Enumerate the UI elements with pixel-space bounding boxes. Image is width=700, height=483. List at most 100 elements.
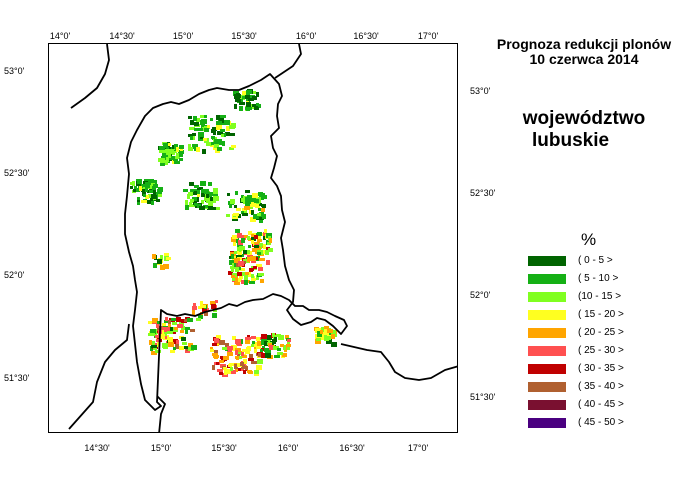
raster-pixel — [242, 213, 248, 216]
raster-pixel — [165, 146, 169, 150]
raster-pixel — [176, 147, 179, 152]
raster-pixel — [267, 242, 271, 245]
map-frame — [48, 43, 458, 433]
raster-pixel — [204, 115, 207, 118]
raster-pixel — [244, 272, 249, 275]
raster-pixel — [318, 335, 324, 340]
raster-pixel — [232, 277, 236, 281]
legend-item: ( 40 - 45 > — [528, 398, 698, 416]
raster-pixel — [257, 359, 263, 364]
raster-pixel — [265, 350, 271, 355]
raster-pixel — [317, 332, 322, 337]
raster-pixel — [214, 139, 219, 144]
raster-pixel — [249, 281, 255, 284]
raster-pixel — [236, 93, 240, 97]
raster-pixel — [238, 214, 241, 218]
raster-pixel — [239, 106, 243, 111]
tick-left-label: 53°0' — [4, 66, 25, 76]
raster-pixel — [152, 254, 156, 259]
raster-pixel — [145, 195, 149, 199]
raster-pixel — [197, 193, 200, 197]
raster-pixel — [211, 136, 215, 139]
raster-pixel — [194, 203, 198, 206]
raster-pixel — [256, 103, 259, 106]
raster-pixel — [210, 349, 214, 352]
raster-pixel — [181, 337, 186, 341]
raster-pixel — [201, 200, 204, 204]
raster-pixel — [214, 354, 218, 359]
legend-label: ( 45 - 50 > — [578, 417, 624, 428]
raster-pixel — [222, 120, 228, 125]
raster-pixel — [198, 128, 203, 131]
raster-pixel — [202, 308, 207, 312]
raster-pixel — [252, 96, 257, 100]
raster-pixel — [170, 350, 175, 353]
raster-pixel — [206, 142, 212, 146]
raster-pixel — [259, 243, 263, 246]
raster-pixel — [264, 229, 267, 233]
raster-pixel — [233, 242, 236, 246]
raster-pixel — [253, 91, 256, 94]
raster-pixel — [235, 191, 238, 195]
raster-pixel — [237, 354, 240, 357]
raster-pixel — [238, 252, 242, 257]
raster-pixel — [204, 197, 207, 201]
raster-pixel — [278, 335, 284, 340]
tick-top-label: 15°30' — [231, 31, 257, 41]
legend-label: ( 0 - 5 > — [578, 255, 613, 266]
raster-pixel — [315, 328, 321, 333]
raster-pixel — [145, 187, 148, 192]
raster-pixel — [234, 205, 237, 208]
raster-pixel — [266, 233, 272, 238]
raster-pixel — [251, 260, 256, 263]
raster-pixel — [134, 186, 137, 189]
raster-pixel — [249, 354, 253, 358]
raster-pixel — [245, 366, 248, 370]
raster-pixel — [156, 324, 159, 328]
raster-pixel — [264, 341, 268, 346]
raster-pixel — [150, 346, 153, 351]
legend-item: ( 15 - 20 > — [528, 308, 698, 326]
raster-pixel — [168, 323, 171, 328]
raster-pixel — [241, 195, 244, 198]
raster-pixel — [190, 329, 195, 332]
tick-bottom-label: 15°0' — [150, 443, 172, 453]
raster-pixel — [167, 331, 173, 334]
raster-pixel — [147, 200, 153, 204]
raster-pixel — [137, 197, 140, 200]
raster-pixel — [249, 197, 253, 202]
raster-pixel — [179, 153, 183, 157]
raster-pixel — [188, 343, 193, 347]
raster-pixel — [204, 128, 209, 132]
raster-pixel — [160, 255, 163, 260]
raster-pixel — [234, 258, 240, 263]
raster-pixel — [260, 279, 264, 283]
raster-pixel — [241, 211, 244, 214]
raster-pixel — [262, 250, 266, 254]
raster-pixel — [217, 131, 223, 135]
raster-pixel — [217, 369, 223, 372]
raster-pixel — [231, 275, 235, 278]
raster-pixel — [216, 125, 222, 130]
raster-pixel — [260, 349, 263, 352]
raster-pixel — [221, 134, 224, 137]
raster-pixel — [153, 189, 156, 194]
raster-pixel — [240, 272, 245, 276]
raster-pixel — [168, 342, 174, 347]
raster-pixel — [237, 352, 242, 355]
raster-pixel — [187, 194, 190, 199]
legend-label: ( 15 - 20 > — [578, 309, 624, 320]
raster-pixel — [216, 362, 219, 365]
legend-swatch — [528, 364, 566, 374]
raster-pixel — [162, 153, 166, 158]
raster-pixel — [315, 341, 321, 344]
raster-pixel — [213, 131, 216, 135]
raster-pixel — [250, 256, 256, 261]
raster-pixel — [259, 258, 265, 261]
raster-pixel — [234, 364, 238, 369]
raster-pixel — [201, 305, 206, 308]
raster-pixel — [174, 161, 180, 164]
raster-pixel — [250, 202, 256, 207]
raster-pixel — [171, 318, 177, 321]
raster-pixel — [241, 280, 245, 284]
